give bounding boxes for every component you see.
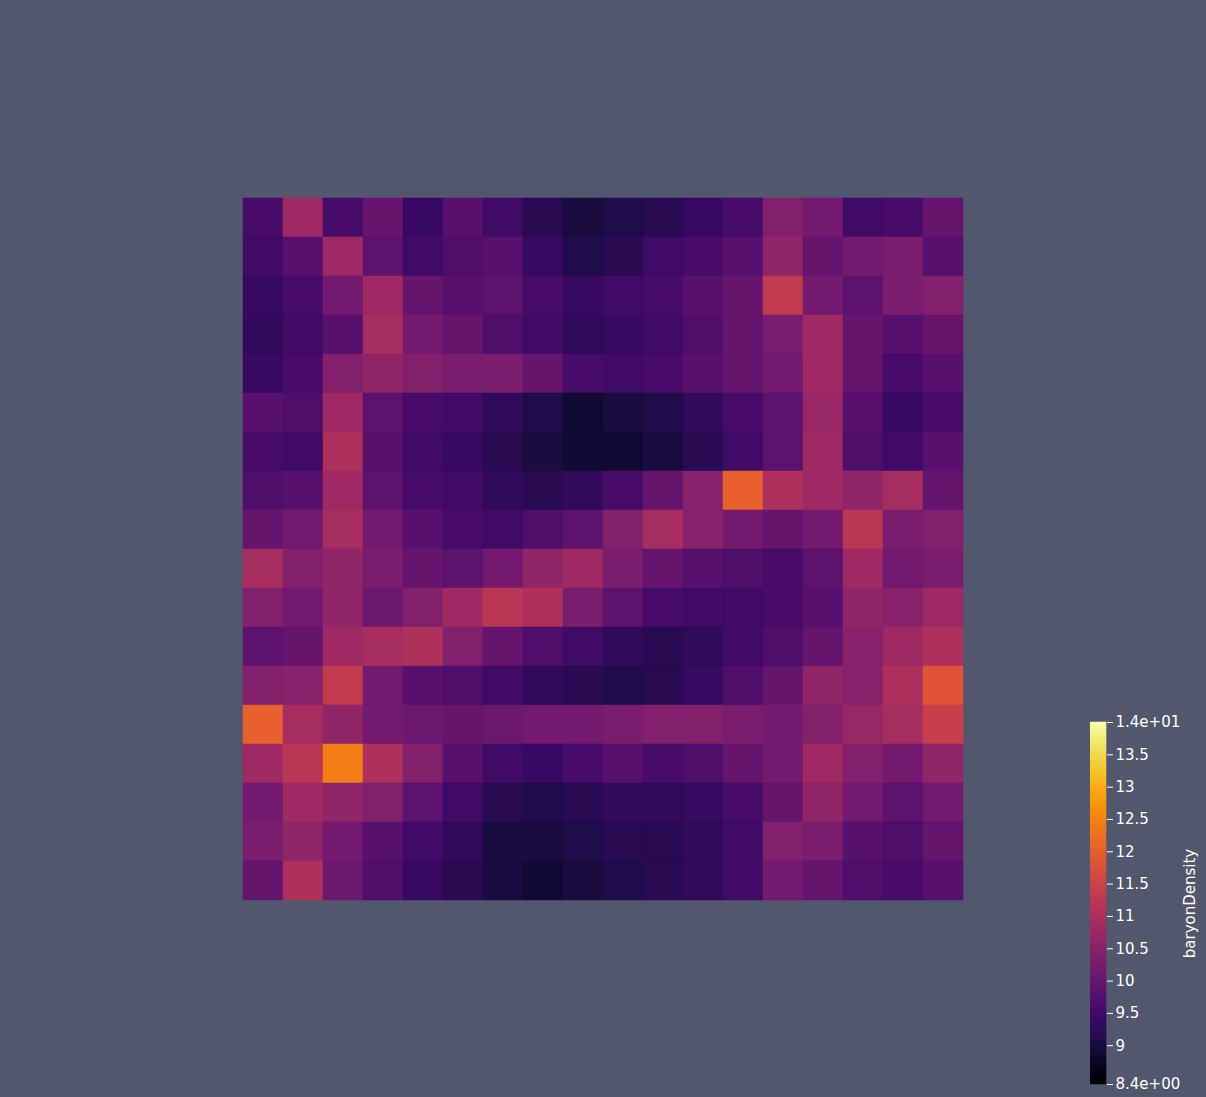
svg-text:13: 13	[1116, 778, 1135, 796]
svg-text:8.4e+00: 8.4e+00	[1116, 1075, 1181, 1093]
svg-text:9.5: 9.5	[1116, 1004, 1140, 1022]
svg-text:13.5: 13.5	[1116, 746, 1149, 764]
svg-text:baryonDensity: baryonDensity	[1181, 849, 1199, 959]
svg-text:11.5: 11.5	[1116, 875, 1149, 893]
svg-text:12: 12	[1116, 843, 1135, 861]
svg-text:1.4e+01: 1.4e+01	[1116, 713, 1181, 731]
svg-text:10: 10	[1116, 972, 1135, 990]
svg-text:9: 9	[1116, 1037, 1126, 1055]
svg-text:10.5: 10.5	[1116, 940, 1149, 958]
svg-text:12.5: 12.5	[1116, 810, 1149, 828]
svg-text:11: 11	[1116, 907, 1135, 925]
